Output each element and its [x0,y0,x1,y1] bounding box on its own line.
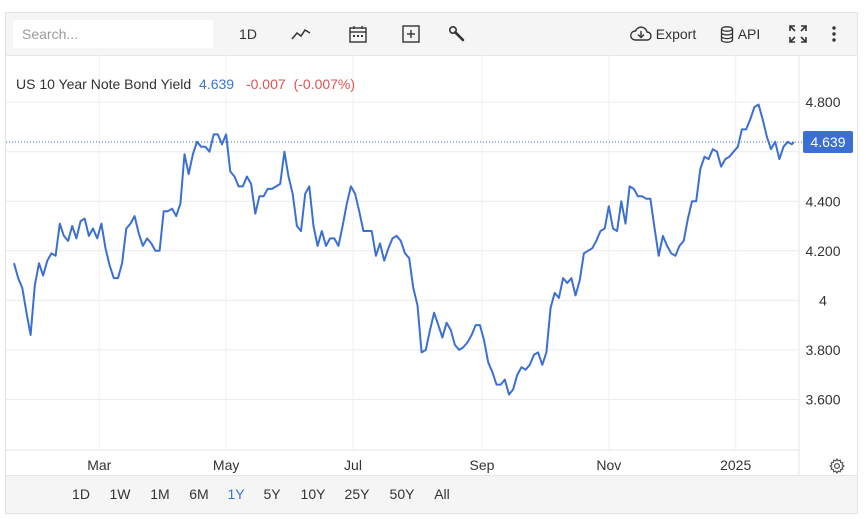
add-icon [402,25,420,43]
y-tick-label: 4 [819,292,827,308]
price-tag: 4.639 [803,131,853,154]
range-button-all[interactable]: All [434,486,450,502]
range-button-5y[interactable]: 5Y [263,486,281,502]
x-tick-label: 2025 [720,457,751,473]
chart-title-text: US 10 Year Note Bond Yield [16,76,191,92]
y-tick-label: 4.200 [805,243,840,259]
x-axis: Mar May Jul Sep Nov 2025 [87,457,751,473]
price-tag-label: 4.639 [810,134,845,150]
fullscreen-button[interactable] [784,13,812,55]
range-button-50y[interactable]: 50Y [389,486,415,502]
x-tick-label: Jul [344,457,362,473]
line-chart: 3.600 3.800 4 4.200 4.400 4.800 Mar May Jul Sep N… [6,55,853,475]
range-button-1w[interactable]: 1W [109,486,131,502]
chart-type-button[interactable] [286,13,316,55]
last-value: 4.639 [199,76,234,92]
grid [6,55,799,450]
interval-button[interactable]: 1D [228,13,268,55]
wrench-icon [448,25,466,43]
range-button-25y[interactable]: 25Y [344,486,370,502]
chart-line-icon [291,27,311,41]
toolbar: 1D Export [6,13,857,56]
settings-tool-button[interactable] [442,13,472,55]
export-label: Export [655,26,697,42]
more-vert-icon [832,26,836,42]
compare-button[interactable] [396,13,426,55]
search-input[interactable] [13,20,213,48]
y-tick-label: 4.800 [805,94,840,110]
api-button[interactable]: API [714,13,766,55]
more-button[interactable] [824,13,844,55]
range-button-1m[interactable]: 1M [150,486,170,502]
x-tick-label: Mar [87,457,111,473]
interval-label: 1D [239,26,257,42]
range-button-6m[interactable]: 6M [189,486,209,502]
range-button-10y[interactable]: 10Y [300,486,326,502]
api-label: API [737,26,761,42]
price-tag-bg [803,131,853,154]
y-axis: 3.600 3.800 4 4.200 4.400 4.800 [805,94,840,407]
chart-settings-gear-icon[interactable] [829,458,845,474]
change-value: -0.007 [246,76,286,92]
y-tick-label: 3.800 [805,342,840,358]
y-tick-label: 4.400 [805,193,840,209]
chart-title: US 10 Year Note Bond Yield 4.639 -0.007 … [16,76,355,92]
fullscreen-icon [788,24,808,44]
range-button-1y[interactable]: 1Y [227,486,245,502]
export-button[interactable]: Export [624,13,702,55]
cloud-download-icon [629,26,652,42]
x-tick-label: Sep [469,457,494,473]
series-line [13,103,795,396]
range-selector: 1D 1W 1M 6M 1Y 5Y 10Y 25Y 50Y All [6,475,857,513]
range-button-1d[interactable]: 1D [72,486,90,502]
y-tick-label: 3.600 [805,391,840,407]
database-icon [720,25,734,43]
chart-widget: 1D Export [5,12,858,514]
x-tick-label: May [213,457,239,473]
x-tick-label: Nov [596,457,621,473]
date-range-button[interactable] [343,13,373,55]
calendar-icon [348,25,368,43]
change-percent: (-0.007%) [294,76,355,92]
